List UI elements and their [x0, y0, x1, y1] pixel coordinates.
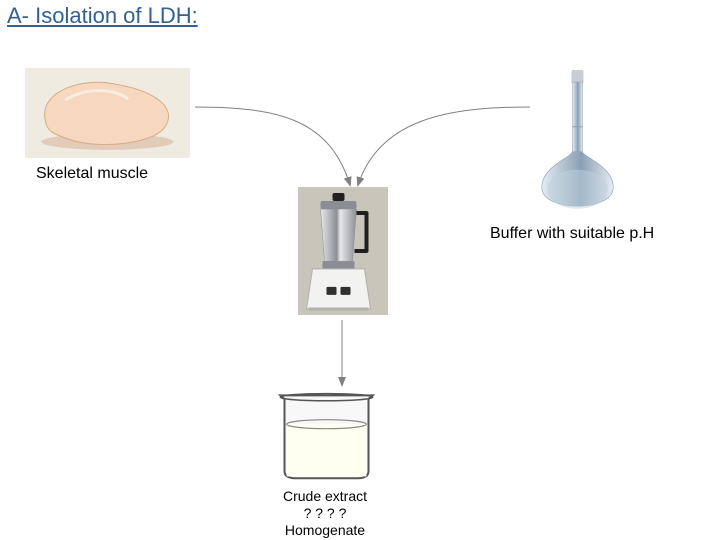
muscle-label: Skeletal muscle: [36, 165, 196, 183]
crude-label-2: ? ? ? ?: [260, 505, 390, 521]
crude-label-1: Crude extract: [260, 488, 390, 504]
diagram-stage: A- Isolation of LDH: Skeletal muscle Buf…: [0, 0, 720, 540]
flow-arrows: [0, 0, 720, 540]
crude-label-3: Homogenate: [260, 522, 390, 538]
buffer-label: Buffer with suitable p.H: [490, 225, 720, 243]
